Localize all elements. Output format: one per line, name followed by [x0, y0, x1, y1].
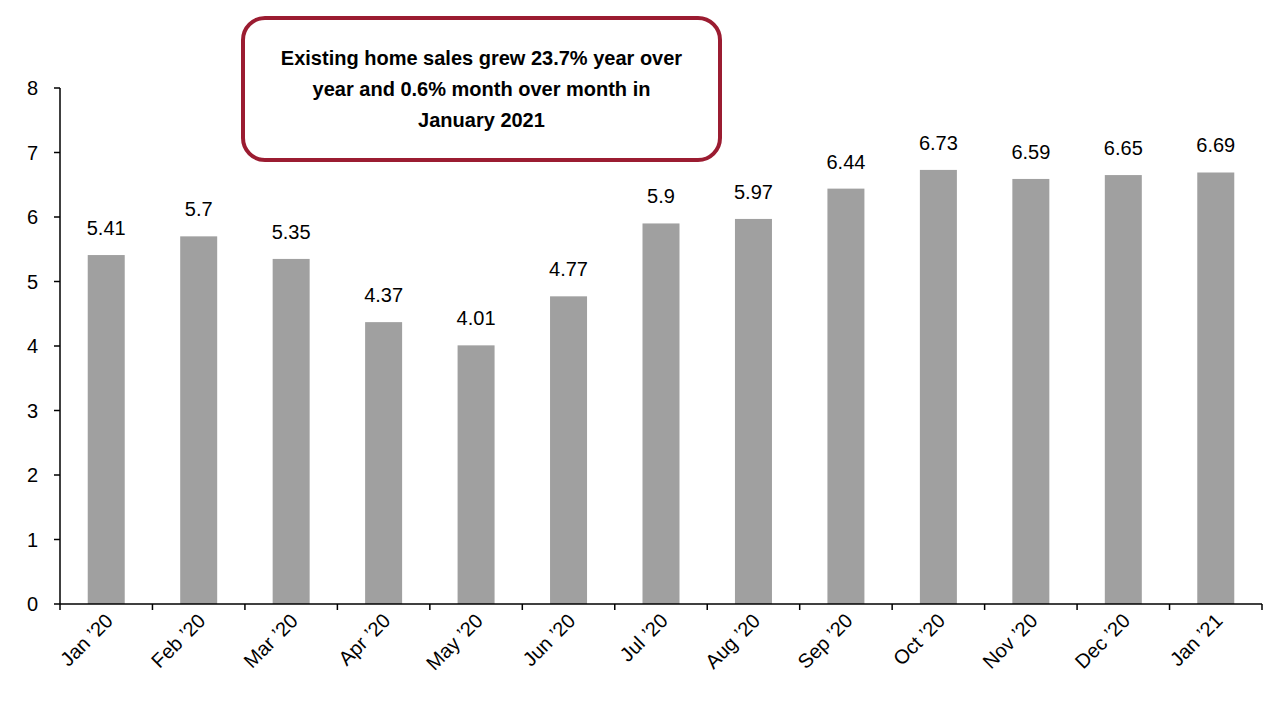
data-label: 6.69	[1196, 134, 1235, 156]
y-tick-label: 7	[27, 142, 38, 164]
x-tick	[1261, 604, 1263, 610]
x-tick-label: Nov ’20	[978, 609, 1042, 673]
bar	[827, 189, 864, 604]
x-tick-label: Oct ’20	[889, 609, 949, 669]
x-tick	[429, 604, 431, 610]
y-tick-label: 0	[27, 593, 38, 615]
y-tick	[54, 474, 60, 476]
bar	[1105, 175, 1142, 604]
y-tick-label: 3	[27, 400, 38, 422]
bars	[88, 170, 1235, 604]
data-label: 6.73	[919, 132, 958, 154]
bar	[920, 170, 957, 604]
data-label: 4.37	[364, 284, 403, 306]
x-tick	[706, 604, 708, 610]
annotation-line: year and 0.6% month over month in	[313, 78, 651, 100]
bar	[180, 236, 217, 604]
x-tick	[984, 604, 986, 610]
bar	[88, 255, 125, 604]
x-tick-label: May ’20	[422, 609, 487, 674]
x-axis	[60, 603, 1262, 605]
x-tick-label: Feb ’20	[147, 609, 210, 672]
y-tick	[54, 410, 60, 412]
bar	[1012, 179, 1049, 604]
x-tick-label: Dec ’20	[1071, 609, 1135, 673]
annotation: Existing home sales grew 23.7% year over…	[281, 47, 683, 131]
y-tick-label: 8	[27, 77, 38, 99]
x-tick-label: Sep ’20	[793, 609, 857, 673]
y-tick-label: 6	[27, 206, 38, 228]
x-tick-label: Jan ’20	[56, 609, 117, 670]
y-tick	[54, 603, 60, 605]
data-label: 4.01	[457, 307, 496, 329]
bar	[550, 296, 587, 604]
x-tick	[614, 604, 616, 610]
x-tick	[1169, 604, 1171, 610]
data-label: 6.44	[826, 151, 865, 173]
bar	[365, 322, 402, 604]
y-tick-label: 1	[27, 529, 38, 551]
x-tick	[59, 604, 61, 610]
data-label: 5.35	[272, 221, 311, 243]
bar	[735, 219, 772, 604]
x-tick-label: Apr ’20	[334, 609, 394, 669]
y-tick-label: 4	[27, 335, 38, 357]
annotation-line: January 2021	[418, 109, 545, 131]
y-tick	[54, 87, 60, 89]
x-tick-label: Jun ’20	[518, 609, 579, 670]
bar	[1197, 172, 1234, 604]
y-tick	[54, 152, 60, 154]
y-tick	[54, 216, 60, 218]
x-tick-label: Mar ’20	[239, 609, 302, 672]
data-label: 5.9	[647, 185, 675, 207]
bar	[643, 223, 680, 604]
annotation-box	[243, 18, 720, 160]
y-tick	[54, 281, 60, 283]
chart: 0 1 2 3 4 5 6 7 8 Jan ’20 Feb ’20 Mar ’20 Apr ’20 May…	[0, 0, 1270, 720]
x-tick	[891, 604, 893, 610]
x-tick-label: Aug ’20	[701, 609, 765, 673]
annotation-line: Existing home sales grew 23.7% year over	[281, 47, 683, 69]
y-tick	[54, 345, 60, 347]
x-tick	[337, 604, 339, 610]
y-tick	[54, 539, 60, 541]
data-label: 4.77	[549, 258, 588, 280]
y-tick-label: 5	[27, 271, 38, 293]
data-label: 5.97	[734, 181, 773, 203]
bar	[458, 345, 495, 604]
data-label: 5.41	[87, 217, 126, 239]
data-label: 6.65	[1104, 137, 1143, 159]
x-tick	[1076, 604, 1078, 610]
x-tick	[152, 604, 154, 610]
x-tick	[799, 604, 801, 610]
bar	[273, 259, 310, 604]
data-label: 6.59	[1011, 141, 1050, 163]
x-tick-label: Jan ’21	[1165, 609, 1226, 670]
y-tick-label: 2	[27, 464, 38, 486]
x-tick	[244, 604, 246, 610]
x-tick	[522, 604, 524, 610]
x-tick-label: Jul ’20	[615, 609, 671, 665]
data-label: 5.7	[185, 198, 213, 220]
